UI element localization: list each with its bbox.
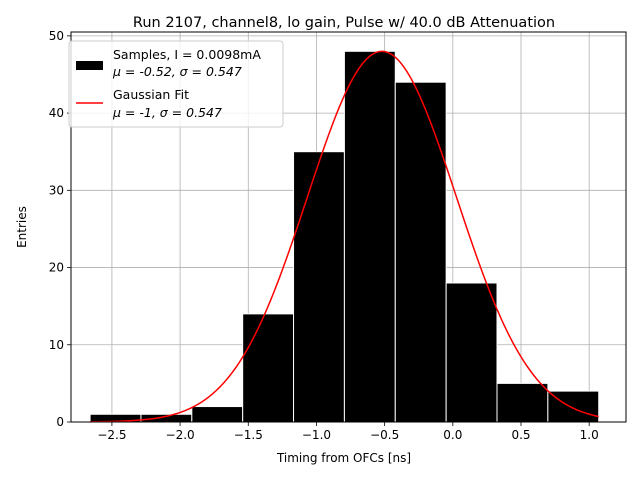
legend: Samples, I = 0.0098mA μ = -0.52, σ = 0.5… <box>68 40 284 128</box>
x-tick-label-4: −0.5 <box>370 428 399 442</box>
x-tick-label-2: −1.5 <box>234 428 263 442</box>
y-tick-label-1: 10 <box>49 338 64 352</box>
y-tick-label-3: 30 <box>49 183 64 197</box>
gaussian-fit-curve <box>90 50 599 423</box>
histogram-bars <box>89 50 600 423</box>
y-tick-label-5: 50 <box>49 29 64 43</box>
x-tick-label-1: −2.0 <box>166 428 195 442</box>
y-tick-label-2: 20 <box>49 261 64 275</box>
x-axis-label: Timing from OFCs [ns] <box>276 451 411 465</box>
histogram-bar-2 <box>191 406 244 423</box>
x-tick-label-6: 0.5 <box>511 428 530 442</box>
x-tick-label-0: −2.5 <box>97 428 126 442</box>
x-tick-label-3: −1.0 <box>302 428 331 442</box>
legend-box <box>68 40 284 128</box>
x-axis-ticks: −2.5 −2.0 −1.5 −1.0 −0.5 0.0 0.5 1.0 <box>97 422 599 442</box>
histogram-bar-7 <box>445 282 498 423</box>
fit-curve-group <box>90 50 599 423</box>
histogram-bar-3 <box>242 313 295 423</box>
histogram-bar-5 <box>343 50 396 423</box>
histogram-bar-4 <box>293 151 345 423</box>
chart-title: Run 2107, channel8, lo gain, Pulse w/ 40… <box>133 15 555 31</box>
y-axis-ticks: 0 10 20 30 40 50 <box>49 29 71 429</box>
legend-histogram-stats: μ = -0.52, σ = 0.547 <box>112 64 242 79</box>
histogram-bar-8 <box>496 382 549 423</box>
histogram-bar-1 <box>140 413 193 423</box>
x-tick-label-5: 0.0 <box>443 428 462 442</box>
y-tick-label-0: 0 <box>56 415 64 429</box>
y-tick-label-4: 40 <box>49 106 64 120</box>
histogram-bar-9 <box>547 390 600 423</box>
legend-histogram-label: Samples, I = 0.0098mA <box>113 47 261 62</box>
legend-fit-label: Gaussian Fit <box>113 87 189 102</box>
legend-fit-stats: μ = -1, σ = 0.547 <box>112 105 222 120</box>
y-axis-label: Entries <box>15 206 29 248</box>
plot-frame <box>70 31 627 423</box>
x-tick-label-7: 1.0 <box>580 428 599 442</box>
legend-histogram-swatch <box>76 61 103 70</box>
histogram-bar-6 <box>394 81 447 423</box>
